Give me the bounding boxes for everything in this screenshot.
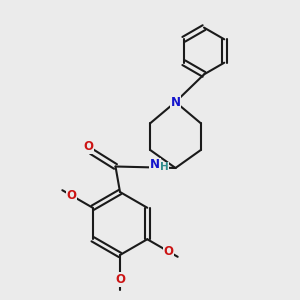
Text: H: H [160, 162, 169, 172]
Text: N: N [170, 95, 181, 109]
Text: O: O [83, 140, 93, 154]
Text: N: N [150, 158, 160, 171]
Text: O: O [115, 273, 125, 286]
Text: O: O [164, 245, 174, 258]
Text: O: O [66, 189, 76, 202]
